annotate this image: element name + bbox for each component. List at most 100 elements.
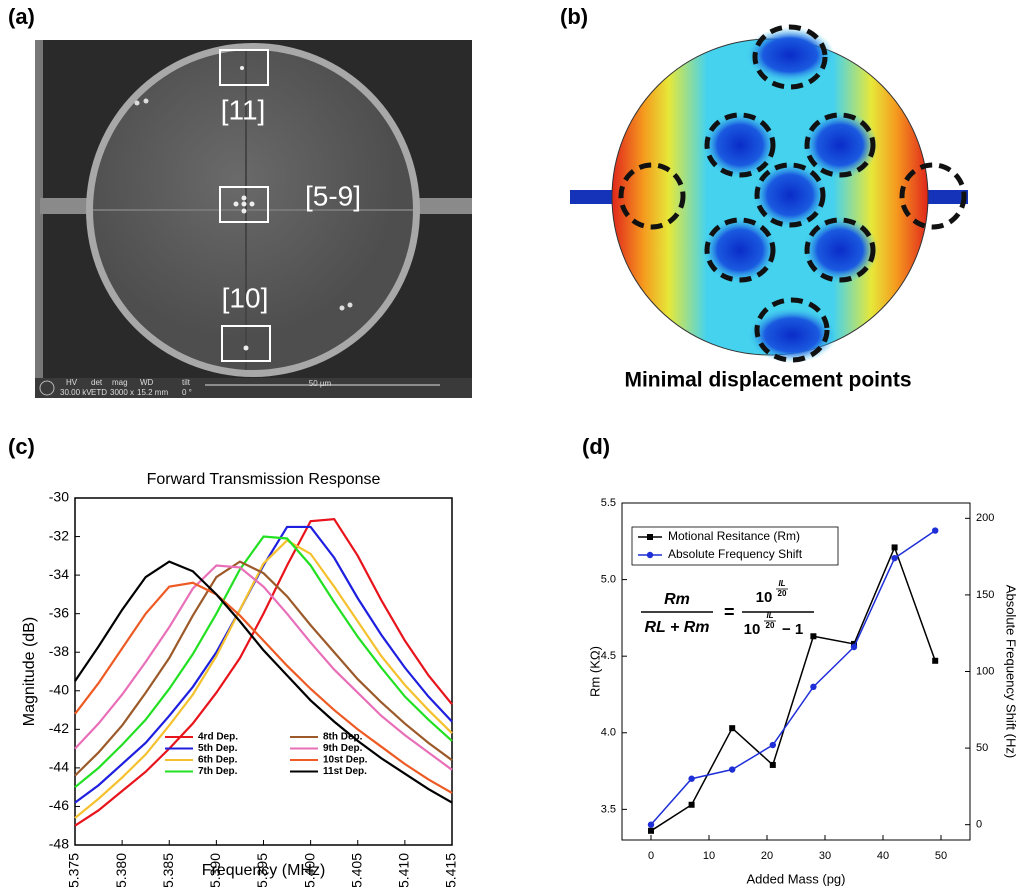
sem-image (35, 40, 472, 398)
y-tick-label: -44 (49, 759, 69, 775)
info-text: 30.00 kV (60, 388, 92, 397)
marker (769, 761, 776, 768)
y-tick-label: -40 (49, 681, 69, 697)
y2-tick-label: 200 (976, 512, 994, 524)
series-line (74, 525, 453, 804)
series-line (650, 529, 936, 826)
y-tick-label: 3.5 (601, 803, 616, 815)
legend-label: 8th Dep. (323, 732, 363, 743)
marker (891, 544, 898, 551)
y-tick-label: 4.5 (601, 650, 616, 662)
info-text: HV (66, 378, 78, 387)
eq-text: 20 (766, 621, 775, 630)
marker (769, 741, 776, 749)
eq-text: = (724, 602, 735, 622)
eq-text: Rm (664, 591, 690, 608)
info-text: WD (140, 378, 154, 387)
series-line (74, 518, 453, 827)
legend-label: 9th Dep. (323, 743, 363, 754)
legend-label: 5th Dep. (198, 743, 238, 754)
y2-axis-label: Absolute Frequency Shift (Hz) (1004, 585, 1019, 758)
x-tick-label: 85.410 (396, 853, 412, 887)
y2-tick-label: 0 (976, 819, 982, 831)
y-tick-label: -42 (49, 720, 69, 736)
eq-text: 20 (778, 589, 787, 598)
y-axis-label: Magnitude (dB) (21, 617, 38, 726)
marker (648, 827, 654, 834)
info-text: 15.2 mm (137, 388, 168, 397)
marker (810, 633, 817, 640)
eq-text: 10 (756, 589, 773, 606)
x-tick-label: 85.390 (207, 853, 223, 887)
y-tick-label: -38 (49, 643, 69, 659)
info-text: mag (112, 378, 128, 387)
marker (647, 821, 655, 828)
marker (729, 766, 736, 773)
series-line (74, 539, 453, 819)
y-tick-label: -48 (49, 836, 69, 852)
annotation: [5-9] (305, 180, 361, 211)
marker (729, 725, 736, 732)
marker (891, 554, 898, 562)
legend-label: 10st Dep. (323, 755, 368, 766)
panel-label: (d) (582, 434, 610, 459)
x-tick-label: 10 (703, 850, 715, 862)
marker (688, 801, 695, 808)
x-tick-label: 30 (819, 850, 831, 862)
info-text: det (91, 378, 103, 387)
info-text: ETD (91, 388, 107, 397)
marker (850, 643, 858, 651)
annotation: [11] (221, 94, 266, 125)
legend-marker (646, 551, 654, 559)
x-tick-label: 50 (935, 850, 947, 862)
x-tick-label: 85.405 (348, 853, 364, 887)
panel-label: (c) (8, 434, 35, 459)
x-tick-label: 0 (648, 850, 654, 862)
eq-text: − 1 (782, 621, 803, 638)
legend-marker (647, 534, 653, 540)
x-tick-label: 85.395 (254, 853, 270, 887)
y-tick-label: -32 (49, 527, 69, 543)
info-text: 0 ° (182, 388, 192, 397)
x-tick-label: 85.385 (160, 853, 176, 887)
legend-box (631, 526, 839, 566)
x-tick-label: 85.415 (443, 853, 459, 887)
marker (810, 683, 817, 691)
panel-label: (a) (8, 4, 35, 29)
legend-label: 7th Dep. (198, 766, 238, 777)
x-axis-label: Frequency (MHz) (202, 862, 326, 879)
eq-text: IL (766, 611, 773, 620)
y2-tick-label: 150 (976, 589, 994, 601)
series-line (650, 545, 936, 832)
info-text: 3000 x (110, 388, 134, 397)
annotation: [10] (222, 282, 269, 313)
series-line (74, 535, 453, 789)
y-tick-label: 5.0 (601, 573, 616, 585)
legend-label: Absolute Frequency Shift (668, 547, 803, 561)
y-tick-label: -30 (49, 489, 69, 505)
marker (932, 527, 939, 534)
y-tick-label: 4.0 (601, 727, 616, 739)
legend-label: 6th Dep. (198, 755, 238, 766)
x-axis-label: Added Mass (pg) (747, 871, 846, 886)
chart-title: Forward Transmission Response (147, 471, 381, 488)
marker (688, 775, 695, 782)
y-tick-label: -34 (49, 566, 69, 582)
series-line (74, 560, 453, 804)
series-line (74, 581, 453, 794)
legend-label: 4rd Dep. (198, 732, 238, 743)
x-tick-label: 20 (761, 850, 773, 862)
eq-text: IL (778, 579, 785, 588)
marker (932, 657, 939, 664)
x-tick-label: 85.380 (113, 853, 129, 887)
eq-text: RL + Rm (644, 619, 709, 636)
caption: Minimal displacement points (624, 369, 911, 392)
y2-tick-label: 100 (976, 665, 994, 677)
y-tick-label: 5.5 (601, 497, 616, 509)
plot-frame (74, 497, 453, 846)
y-axis-label: Rm (KΩ) (587, 646, 602, 697)
y-tick-label: -36 (49, 604, 69, 620)
x-tick-label: 85.375 (66, 853, 82, 887)
equation: Rm RL + Rm = 10 IL 20 10 IL 20 − 1 (641, 579, 814, 638)
x-tick-label: 85.400 (301, 853, 317, 887)
